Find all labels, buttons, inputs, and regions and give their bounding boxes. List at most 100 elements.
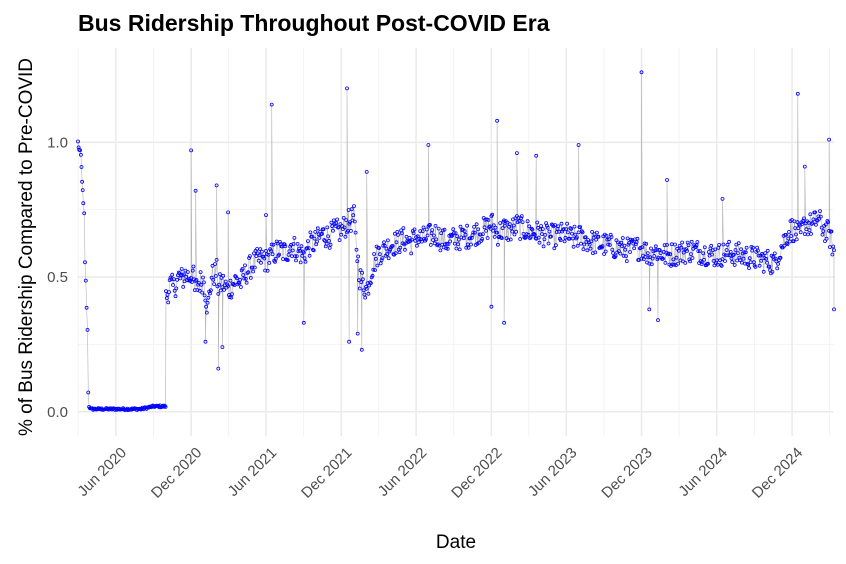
- data-point: [457, 247, 462, 252]
- data-point: [562, 239, 567, 244]
- data-point: [315, 239, 319, 244]
- data-point: [572, 224, 577, 229]
- data-point: [808, 212, 813, 217]
- data-point: [512, 232, 517, 237]
- data-point: [174, 286, 179, 291]
- data-point: [415, 234, 420, 239]
- data-point: [724, 248, 729, 252]
- data-point: [262, 256, 267, 261]
- data-point: [243, 263, 247, 268]
- data-point: [530, 227, 535, 232]
- data-point: [256, 258, 261, 263]
- data-point: [238, 285, 243, 289]
- data-point: [264, 213, 268, 218]
- data-point: [304, 246, 309, 251]
- data-point: [511, 223, 516, 228]
- data-point: [753, 264, 758, 269]
- data-point: [205, 300, 210, 305]
- data-point: [352, 204, 356, 209]
- data-point: [732, 263, 737, 267]
- data-point: [359, 280, 364, 285]
- data-point: [687, 257, 692, 262]
- data-point: [269, 102, 274, 107]
- data-point: [543, 232, 548, 237]
- data-point: [203, 339, 208, 344]
- data-point: [765, 248, 770, 253]
- data-point: [587, 242, 592, 247]
- data-point: [222, 287, 226, 292]
- data-point: [683, 260, 688, 265]
- data-point: [484, 228, 489, 233]
- data-point: [466, 245, 471, 250]
- series-points: [76, 70, 836, 413]
- data-point: [420, 229, 425, 234]
- data-point: [323, 238, 327, 243]
- data-point: [775, 266, 780, 271]
- data-point: [702, 245, 707, 250]
- data-point: [287, 249, 292, 254]
- data-point: [250, 265, 255, 270]
- data-point: [76, 139, 80, 144]
- data-point: [336, 225, 341, 230]
- data-point: [446, 242, 451, 246]
- data-point: [454, 246, 459, 251]
- data-point: [265, 268, 270, 273]
- data-point: [800, 222, 805, 226]
- data-point: [720, 257, 725, 262]
- data-point: [248, 275, 253, 280]
- data-point: [795, 91, 800, 96]
- data-point: [313, 229, 318, 234]
- data-point: [259, 260, 263, 265]
- data-point: [326, 234, 331, 239]
- data-point: [355, 259, 360, 264]
- data-point: [268, 248, 273, 253]
- data-point: [492, 234, 497, 239]
- data-point: [220, 285, 225, 290]
- data-point: [743, 250, 748, 255]
- data-point: [741, 256, 746, 261]
- data-point: [302, 256, 307, 261]
- data-point: [559, 221, 564, 226]
- data-point: [428, 242, 433, 247]
- data-point: [399, 231, 404, 236]
- data-point: [591, 251, 595, 256]
- data-point: [640, 245, 645, 250]
- data-point: [593, 250, 598, 255]
- data-point: [290, 248, 295, 253]
- data-point: [263, 268, 268, 273]
- data-point: [739, 247, 743, 252]
- data-point: [394, 240, 399, 245]
- data-point: [719, 263, 724, 268]
- data-point: [305, 246, 310, 250]
- data-point: [830, 252, 835, 257]
- data-point: [536, 235, 541, 240]
- data-point: [345, 86, 349, 91]
- data-point: [813, 210, 817, 215]
- data-point: [344, 218, 349, 223]
- data-point: [317, 235, 322, 240]
- data-point: [685, 248, 689, 253]
- data-point: [229, 295, 234, 300]
- data-point: [458, 224, 463, 229]
- data-point: [759, 258, 764, 263]
- data-point: [213, 274, 218, 278]
- data-point: [308, 230, 313, 235]
- data-point: [208, 291, 212, 296]
- data-point: [761, 269, 766, 274]
- data-point: [507, 222, 512, 227]
- data-point: [491, 223, 496, 228]
- data-point: [355, 331, 360, 336]
- data-point: [539, 224, 543, 228]
- data-point: [545, 225, 550, 230]
- data-point: [425, 233, 430, 238]
- data-point: [578, 225, 583, 230]
- data-point: [303, 259, 308, 264]
- data-point: [315, 226, 320, 231]
- data-point: [581, 247, 586, 252]
- data-point: [445, 241, 449, 246]
- data-point: [435, 243, 440, 248]
- data-point: [653, 244, 658, 249]
- data-point: [624, 259, 629, 264]
- data-point: [356, 278, 361, 283]
- data-point: [277, 252, 282, 257]
